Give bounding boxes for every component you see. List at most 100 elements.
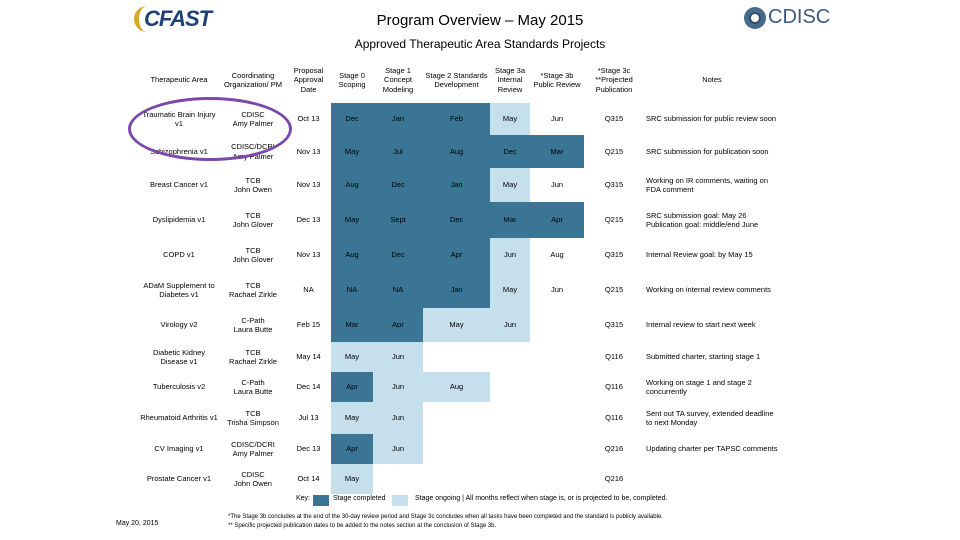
stage-cell-s3c: Q315 [584, 308, 644, 342]
stage-cell-s3a [490, 464, 530, 494]
table-row: Prostate Cancer v1 CDISC John Owen Oct 14 Ma… [138, 464, 780, 494]
therapeutic-area-cell-text: Diabetic Kidney Disease v1 [152, 347, 206, 366]
stage-cell-s1: Dec [373, 238, 423, 272]
table-row: Breast Cancer v1 TCB John Owen Nov 13 Aug Dec… [138, 168, 780, 202]
stage-cell-s3c-text: Q116 [605, 413, 623, 423]
stage-cell-s3a [490, 434, 530, 464]
column-header: Coordinating Organization/ PM [224, 70, 282, 89]
stage-cell-s3a: Jun [490, 238, 530, 272]
stage-cell-s3c: Q216 [584, 434, 644, 464]
notes-cell-text: Sent out TA survey, extended deadline to… [646, 408, 774, 427]
stage-cell-s1-text: Dec [391, 250, 405, 260]
therapeutic-area-cell: Dyslipidemia v1 [138, 202, 220, 238]
stage-cell-s0-text: NA [346, 285, 358, 295]
stage-cell-s3c-text: Q315 [604, 320, 624, 330]
stage-cell-s1: Jul [373, 135, 423, 168]
stage-cell-s3c: Q315 [584, 238, 644, 272]
stage-cell-s2: Apr [423, 238, 490, 272]
stage-cell-s2-text: Dec [449, 215, 464, 225]
proposal-date-cell-text: Dec 13 [296, 215, 321, 225]
stage-cell-s2-text: May [449, 320, 464, 330]
stage-cell-s3b: Mar [530, 135, 584, 168]
stage-cell-s2: Aug [423, 135, 490, 168]
project-manager-name: Amy Palmer [232, 449, 274, 458]
stage-cell-s1-text: Jun [391, 444, 405, 454]
stage-cell-s2-text: Jan [450, 285, 463, 295]
stage-cell-s1-text: Sept [390, 215, 406, 225]
stage-cell-s2-text: Apr [450, 250, 463, 260]
stage-cell-s3c-text: Q315 [604, 114, 624, 124]
organization-name: TCB [245, 347, 261, 357]
stage-cell-s1: NA [373, 272, 423, 308]
therapeutic-area-cell: Virology v2 [138, 308, 220, 342]
stage-cell-s3c: Q215 [584, 202, 644, 238]
therapeutic-area-cell: Breast Cancer v1 [138, 168, 220, 202]
proposal-date-cell-text: May 14 [296, 352, 321, 362]
stage-cell-s2-text: Feb [450, 114, 463, 124]
organization-name: TCB [245, 175, 261, 185]
project-manager-name: Rachael Zirkle [229, 357, 277, 366]
organization-cell: CDISC John Owen [220, 464, 286, 494]
project-manager-name: John Owen [234, 185, 272, 194]
stage-cell-s0-text: Mar [345, 320, 359, 330]
stage-cell-s1-text: Jul [393, 146, 403, 156]
proposal-date-cell-text: Dec 13 [296, 444, 321, 454]
stage-cell-s3b-text: Aug [550, 250, 564, 260]
organization-cell: TCB Rachael Zirkle [220, 272, 286, 308]
column-header: Stage 3a Internal Review [494, 65, 526, 94]
stage-cell-s3a: May [490, 272, 530, 308]
cfast-logo-text: CFAST [144, 6, 212, 31]
stage-cell-s1-text: Jun [391, 413, 405, 423]
stage-cell-s3a-text: Dec [503, 146, 517, 156]
stage-cell-s0: Dec [331, 103, 373, 135]
notes-cell [644, 464, 780, 494]
stage-cell-s1-text: NA [392, 285, 404, 295]
legend-completed-label: Stage completed [333, 495, 386, 502]
stage-cell-s3b-text: Apr [551, 215, 563, 225]
stage-cell-s3a [490, 372, 530, 402]
stage-cell-s1: Dec [373, 168, 423, 202]
therapeutic-area-cell: Tuberculosis v2 [138, 372, 220, 402]
stage-cell-s2: Jan [423, 168, 490, 202]
stage-cell-s3a: May [490, 103, 530, 135]
stage-cell-s3c-text: Q315 [604, 250, 624, 260]
cfast-logo: CFAST [134, 4, 212, 36]
stage-cell-s3c-text: Q116 [605, 382, 623, 392]
notes-cell: Working on IR comments, waiting on FDA c… [644, 168, 780, 202]
highlight-circle [128, 97, 292, 161]
legend-key-label: Key: [296, 495, 311, 502]
notes-cell-text: Updating charter per TAPSC comments [646, 444, 778, 454]
notes-cell-text: SRC submission for publication soon [646, 146, 769, 156]
stage-cell-s3a: Jun [490, 308, 530, 342]
stage-cell-s0: May [331, 464, 373, 494]
column-header: Stage 1 Concept Modeling [382, 65, 414, 94]
notes-cell: Updating charter per TAPSC comments [644, 434, 780, 464]
therapeutic-area-cell: COPD v1 [138, 238, 220, 272]
cdisc-logo-icon [744, 7, 766, 29]
stage-cell-s0-text: Dec [345, 114, 359, 124]
project-manager-name: Trisha Simpson [227, 418, 279, 427]
proposal-date-cell: Nov 13 [286, 168, 331, 202]
therapeutic-area-cell-text: CV Imaging v1 [154, 444, 204, 454]
stage-cell-s3c: Q215 [584, 135, 644, 168]
proposal-date-cell-text: Oct 14 [297, 474, 320, 484]
organization-name: CDISC/DCRI [231, 439, 275, 449]
therapeutic-area-cell-text: Tuberculosis v2 [152, 382, 206, 392]
stage-cell-s3b: Jun [530, 168, 584, 202]
stage-cell-s2 [423, 402, 490, 434]
organization-cell: TCB Trisha Simpson [220, 402, 286, 434]
table-row: Virology v2 C-Path Laura Butte Feb 15 Mar Apr… [138, 308, 780, 342]
stage-cell-s3a-text: Jun [503, 320, 517, 330]
table-row: ADaM Supplement to Diabetes v1 TCB Rachael… [138, 272, 780, 308]
stage-cell-s0: May [331, 402, 373, 434]
stage-cell-s0: May [331, 342, 373, 372]
footer-date: May 20, 2015 [116, 520, 159, 527]
legend-completed-swatch [313, 495, 329, 506]
stage-cell-s3a [490, 342, 530, 372]
notes-cell-text: SRC submission for public review soon [646, 114, 777, 124]
stage-cell-s2: Feb [423, 103, 490, 135]
organization-cell: TCB John Glover [220, 202, 286, 238]
stage-cell-s3c: Q116 [584, 402, 644, 434]
notes-cell-text: Working on IR comments, waiting on FDA c… [646, 175, 768, 194]
therapeutic-area-cell: Prostate Cancer v1 [138, 464, 220, 494]
